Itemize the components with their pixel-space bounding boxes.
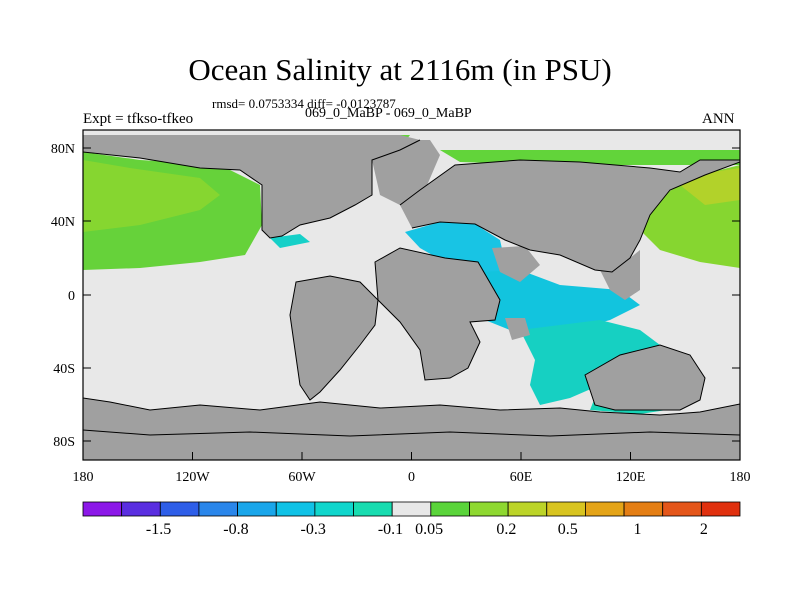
colorbar-box — [623, 501, 664, 517]
y-tick-label: 80N — [51, 142, 75, 157]
y-tick-label: 40S — [53, 362, 75, 377]
x-tick-label: 180 — [730, 470, 751, 485]
coastlines — [83, 139, 740, 437]
x-tick-label: 60E — [510, 470, 533, 485]
x-tick-label: 120E — [616, 470, 646, 485]
colorbar-box — [314, 501, 354, 517]
colorbar-label: -0.1 — [378, 521, 403, 538]
colorbar-label: -1.5 — [146, 521, 171, 538]
x-tick-label: 60W — [288, 470, 316, 485]
antarctica — [83, 398, 740, 460]
colorbar-label: 1 — [634, 521, 642, 538]
y-tick-label: 40N — [51, 215, 75, 230]
colorbar-box — [159, 501, 200, 517]
colorbar-label: 0.2 — [496, 521, 516, 538]
colorbar-box — [275, 501, 316, 517]
tick-marks — [82, 147, 741, 460]
colorbar-box — [662, 501, 702, 517]
australia — [585, 345, 705, 410]
y-tick-label: 80S — [53, 435, 75, 450]
africa — [375, 248, 500, 380]
y-tick-label: 0 — [68, 289, 75, 304]
madagascar — [505, 318, 530, 340]
colorbar-box — [353, 501, 393, 517]
x-axis-labels: 180 120W 60W 0 60E 120E 180 — [73, 470, 751, 485]
colorbar-box — [430, 501, 470, 517]
colorbar-box — [700, 501, 741, 517]
colorbar-label: 0.5 — [558, 521, 578, 538]
season-label: ANN — [702, 111, 735, 127]
greenland — [360, 140, 440, 205]
colorbar-box — [546, 501, 586, 517]
x-tick-label: 120W — [175, 470, 210, 485]
colorbar-box — [507, 501, 548, 517]
colorbar-box — [198, 501, 238, 517]
colorbar-box — [469, 501, 509, 517]
x-tick-label: 0 — [408, 470, 415, 485]
colorbar-box — [585, 501, 625, 517]
map-panel — [83, 130, 740, 460]
colorbar — [82, 501, 741, 517]
colorbar-box — [237, 501, 277, 517]
indochina — [600, 250, 640, 300]
plot-title: Ocean Salinity at 2116m (in PSU) — [188, 52, 612, 87]
x-tick-label: 180 — [73, 470, 94, 485]
experiment-label: Expt = tfkso-tfkeo — [83, 111, 194, 127]
colorbar-label: -0.8 — [223, 521, 248, 538]
colorbar-labels: -1.5 -0.8 -0.3 -0.1 0.05 0.2 0.5 1 2 — [146, 521, 708, 538]
south-america — [290, 276, 378, 400]
north-america — [83, 135, 420, 238]
colorbar-label: 0.05 — [415, 521, 443, 538]
stats-subtitle: rmsd= 0.0753334 diff= -0.0123787 — [212, 96, 396, 111]
colorbar-box — [391, 501, 432, 517]
arabia — [492, 246, 540, 282]
y-axis-labels: 80N 40N 0 40S 80S — [51, 142, 75, 450]
colorbar-box — [121, 501, 161, 517]
eurasia — [400, 160, 740, 272]
colorbar-box — [82, 501, 123, 517]
colorbar-label: 2 — [700, 521, 708, 538]
land-masses — [83, 135, 740, 460]
colorbar-label: -0.3 — [301, 521, 326, 538]
case-subtitle: 069_0_MaBP - 069_0_MaBP — [305, 106, 472, 121]
